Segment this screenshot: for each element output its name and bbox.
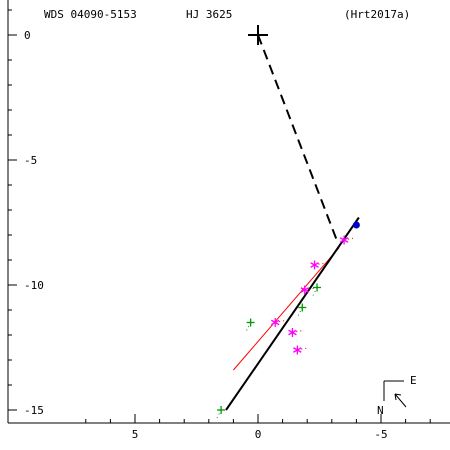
- residual-line: [344, 237, 355, 241]
- x-tick-label: -5: [374, 428, 387, 441]
- x-tick-label: 0: [255, 428, 262, 441]
- residual-line: [275, 320, 286, 323]
- plot-lines: [216, 34, 360, 419]
- residual-line: [297, 347, 308, 351]
- plot-marks: [217, 25, 360, 414]
- residual-line: [312, 287, 318, 296]
- y-tick-label: -5: [24, 154, 37, 167]
- blue-observation-point: [352, 221, 360, 229]
- orbit-line: [225, 216, 360, 411]
- node-dashed-line: [257, 34, 338, 241]
- reference-label: (Hrt2017a): [344, 8, 411, 21]
- residual-line: [292, 330, 303, 333]
- magenta-observation-point: [270, 318, 280, 327]
- y-tick-label: -10: [24, 279, 44, 292]
- residual-line: [297, 307, 303, 316]
- magenta-observation-point: [310, 260, 319, 270]
- motion-arrow-head-icon: [394, 393, 402, 401]
- green-observation-point: [246, 318, 255, 327]
- magenta-observation-point: [293, 345, 302, 355]
- star-name-label: HJ 3625: [186, 8, 233, 21]
- residual-line: [216, 409, 222, 419]
- motion-arrow-icon: [394, 393, 407, 408]
- compass-north-label: N: [377, 404, 384, 417]
- residual-line: [246, 322, 252, 331]
- compass-east-label: E: [410, 374, 417, 387]
- y-tick-label: -15: [24, 404, 44, 417]
- y-tick-label: 0: [24, 29, 31, 42]
- residual-line: [304, 287, 315, 291]
- fit-line: [233, 247, 340, 371]
- x-tick-label: 5: [132, 428, 139, 441]
- residual-line: [314, 262, 325, 266]
- magenta-observation-point: [288, 328, 297, 337]
- magenta-observation-point: [300, 285, 309, 295]
- green-observation-point: [298, 303, 307, 312]
- green-observation-point: [217, 406, 226, 414]
- magenta-observation-point: [339, 235, 349, 245]
- wds-id-label: WDS 04090-5153: [44, 8, 137, 21]
- green-observation-point: [313, 283, 322, 292]
- compass-rose: EN: [377, 374, 417, 417]
